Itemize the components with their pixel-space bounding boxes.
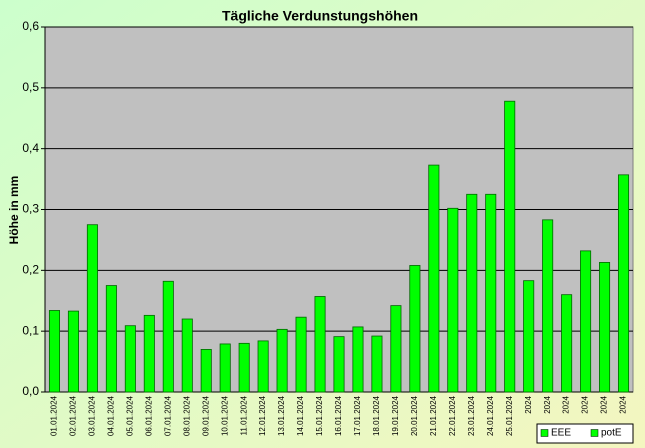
bar: [86, 224, 98, 393]
legend-label: potE: [601, 428, 622, 439]
x-tick-label: 06.01.2024: [144, 395, 153, 436]
bar: [561, 294, 573, 393]
x-tick-label: 16.01.2024: [334, 395, 343, 436]
bar: [276, 328, 288, 393]
x-tick-label: 08.01.2024: [182, 395, 191, 436]
y-tick-label: 0,2: [22, 263, 39, 277]
legend-swatch: [540, 429, 549, 437]
x-tick-label: 2024: [543, 395, 552, 413]
x-tick-label: 24.01.2024: [486, 395, 495, 436]
x-tick-label: 01.01.2024: [50, 395, 59, 436]
bar: [143, 314, 155, 393]
bar: [162, 280, 174, 393]
bar: [67, 310, 79, 393]
bar: [105, 285, 117, 393]
x-tick-label: 15.01.2024: [315, 395, 324, 436]
bar: [314, 296, 326, 393]
bar: [200, 349, 212, 393]
x-tick-label: 02.01.2024: [69, 395, 78, 436]
y-tick-label: 0,6: [22, 19, 39, 33]
y-tick-label: 0,3: [22, 202, 39, 216]
bar: [219, 343, 231, 393]
bar: [617, 174, 630, 393]
bar: [485, 193, 497, 393]
y-axis-label: Höhe in mm: [7, 176, 21, 245]
x-tick-label: 2024: [524, 395, 533, 413]
x-tick-label: 2024: [581, 395, 590, 413]
x-tick-label: 20.01.2024: [410, 395, 419, 436]
bar: [238, 342, 250, 393]
legend-swatch: [590, 429, 599, 437]
bar: [390, 305, 402, 393]
bar: [447, 207, 459, 393]
bar: [333, 336, 345, 393]
x-tick-label: 05.01.2024: [125, 395, 134, 436]
x-tick-label: 23.01.2024: [467, 395, 476, 436]
x-tick-label: 14.01.2024: [296, 395, 305, 436]
x-tick-label: 22.01.2024: [448, 395, 457, 436]
bar: [371, 335, 383, 393]
y-tick-label: 0,0: [22, 384, 39, 398]
bar: [48, 310, 61, 393]
bar: [466, 193, 478, 393]
bar: [352, 326, 364, 393]
x-tick-label: 2024: [619, 395, 628, 413]
bar: [580, 250, 592, 393]
x-tick-label: 07.01.2024: [163, 395, 172, 436]
chart-title: Tägliche Verdunstungshöhen: [222, 8, 418, 24]
bar: [181, 318, 193, 393]
x-tick-label: 12.01.2024: [258, 395, 267, 436]
bar: [295, 316, 307, 393]
x-tick-label: 03.01.2024: [88, 395, 97, 436]
bar: [599, 262, 611, 393]
x-tick-label: 2024: [600, 395, 609, 413]
x-tick-label: 2024: [562, 395, 571, 413]
x-tick-label: 13.01.2024: [277, 395, 286, 436]
x-tick-label: 10.01.2024: [220, 395, 229, 436]
x-tick-label: 18.01.2024: [372, 395, 381, 436]
x-tick-label: 19.01.2024: [391, 395, 400, 436]
legend-label: EEE: [551, 428, 571, 439]
x-tick-label: 04.01.2024: [106, 395, 115, 436]
y-tick-label: 0,5: [22, 80, 39, 94]
y-tick-label: 0,1: [22, 323, 39, 337]
x-tick-label: 17.01.2024: [353, 395, 362, 436]
y-tick-label: 0,4: [22, 141, 39, 155]
bar: [409, 265, 421, 393]
x-tick-label: 11.01.2024: [239, 395, 248, 435]
bar: [124, 325, 136, 393]
bar: [504, 100, 516, 393]
bar: [428, 164, 440, 393]
x-tick-label: 25.01.2024: [505, 395, 514, 436]
bar: [542, 219, 554, 393]
x-tick-label: 21.01.2024: [429, 395, 438, 436]
bar: [257, 340, 269, 393]
legend: [536, 423, 634, 444]
x-tick-label: 09.01.2024: [201, 395, 210, 436]
bar: [523, 280, 535, 393]
